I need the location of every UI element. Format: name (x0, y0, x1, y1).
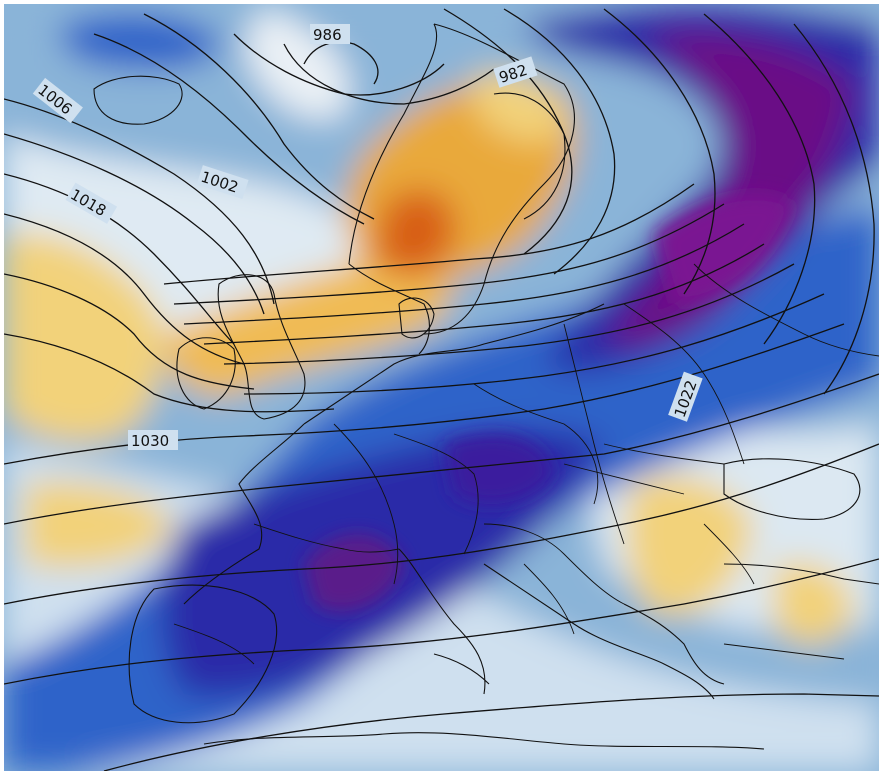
isobars (4, 8, 879, 771)
isobar-label-986: 986 (313, 26, 342, 44)
pressure-anomaly-chart: 986 982 1006 1002 1018 1030 1022 (4, 4, 879, 771)
anomaly-core-field (304, 194, 794, 612)
isobar-label-1030: 1030 (131, 432, 169, 450)
country-borders (173, 263, 879, 665)
coastlines (93, 23, 879, 750)
weather-map: 986 982 1006 1002 1018 1030 1022 (4, 4, 879, 771)
